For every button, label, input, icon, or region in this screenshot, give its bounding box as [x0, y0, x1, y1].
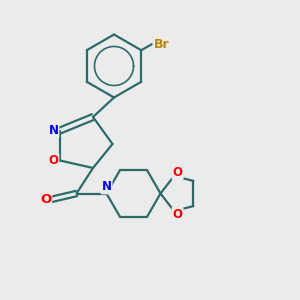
Text: O: O: [40, 193, 51, 206]
Text: O: O: [172, 166, 183, 179]
Text: N: N: [101, 180, 112, 194]
Text: O: O: [48, 154, 59, 167]
Text: Br: Br: [154, 38, 170, 51]
Text: O: O: [172, 208, 183, 221]
Text: N: N: [48, 124, 59, 137]
